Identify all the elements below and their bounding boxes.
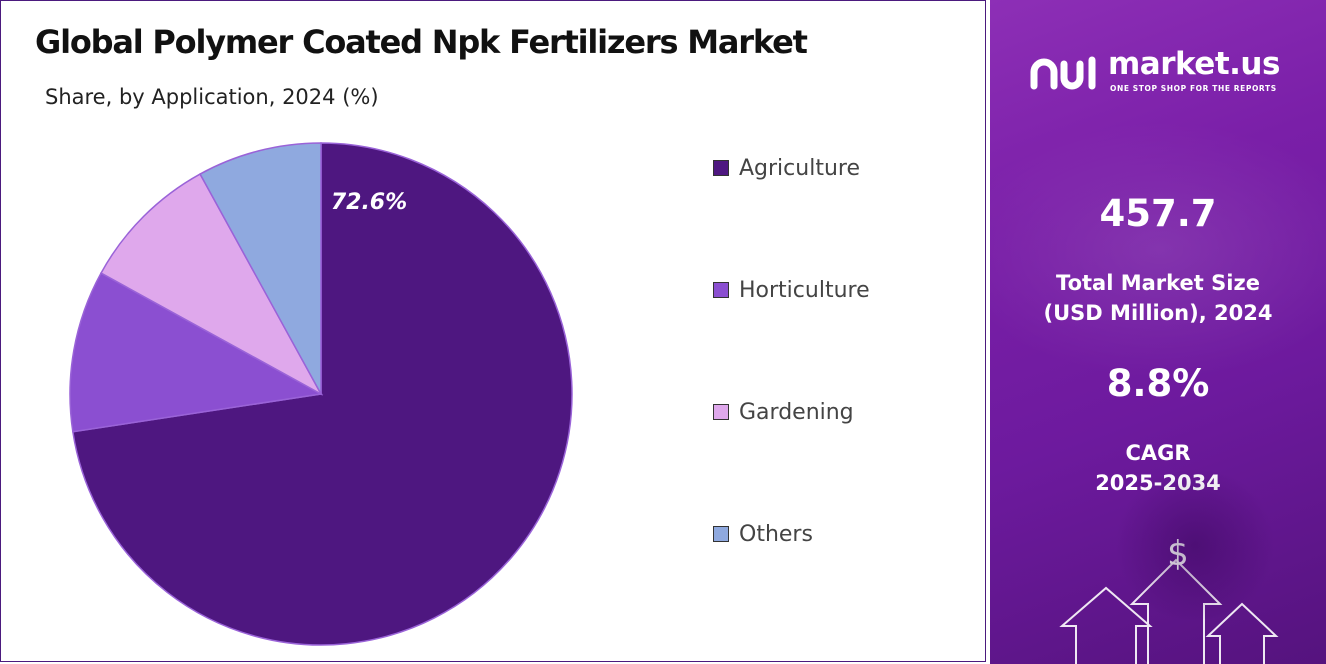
summary-panel: $ market.us ONE STOP SHOP FOR THE REPORT… [990, 0, 1326, 664]
cagr-label-line1: CAGR [1125, 441, 1191, 465]
legend-item-gardening: Gardening [713, 397, 854, 427]
legend-label: Gardening [739, 399, 854, 425]
market-us-logo-icon [1030, 56, 1096, 90]
market-size-label-line2: (USD Million), 2024 [1043, 301, 1273, 325]
legend-swatch [713, 404, 729, 420]
market-size-value: 457.7 [1099, 192, 1217, 235]
legend-label: Agriculture [739, 155, 860, 181]
up-arrow-icon [1059, 586, 1153, 664]
cagr-value: 8.8% [1106, 362, 1210, 405]
pie-slice-horticulture [69, 272, 324, 433]
dollar-icon: $ [1167, 534, 1189, 574]
chart-panel: Global Polymer Coated Npk Fertilizers Ma… [0, 0, 986, 662]
market-size-label-line1: Total Market Size [1056, 271, 1260, 295]
pie-data-label-agriculture: 72.6% [331, 190, 407, 215]
cagr-label-line2: 2025-2034 [1095, 471, 1221, 495]
legend-label: Horticulture [739, 277, 870, 303]
chart-subtitle: Share, by Application, 2024 (%) [45, 85, 379, 109]
brand-tagline: ONE STOP SHOP FOR THE REPORTS [1110, 84, 1277, 93]
legend-swatch [713, 160, 729, 176]
legend-item-agriculture: Agriculture [713, 153, 860, 183]
pie-slice-gardening [100, 173, 323, 396]
legend-swatch [713, 282, 729, 298]
legend-item-others: Others [713, 519, 813, 549]
legend-item-horticulture: Horticulture [713, 275, 870, 305]
up-arrow-icon [1205, 602, 1279, 664]
brand-name: market.us [1108, 46, 1280, 82]
brand-logo: market.us ONE STOP SHOP FOR THE REPORTS [1030, 46, 1320, 108]
chart-title: Global Polymer Coated Npk Fertilizers Ma… [35, 23, 808, 61]
pie-chart: 72.6% [69, 142, 573, 646]
legend-swatch [713, 526, 729, 542]
pie-slice-others [199, 142, 322, 395]
legend-label: Others [739, 521, 813, 547]
up-arrow-icon [1129, 558, 1223, 664]
